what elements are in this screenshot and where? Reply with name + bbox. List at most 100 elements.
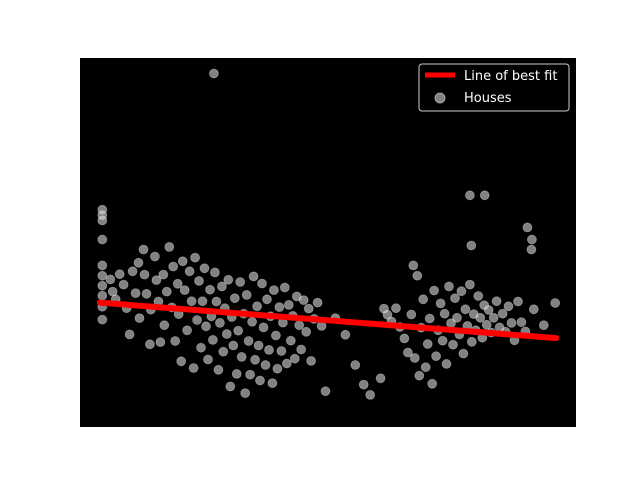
house-point-70 (218, 346, 229, 357)
house-point-34 (149, 251, 160, 262)
house-point-128 (375, 373, 386, 384)
legend-label-houses: Houses (464, 91, 512, 106)
house-point-78 (231, 368, 242, 379)
house-point-117 (303, 303, 314, 314)
legend-label-fit: Line of best fit (464, 69, 557, 84)
house-point-142 (420, 362, 431, 373)
house-point-41 (164, 241, 175, 252)
house-point-1 (464, 190, 475, 201)
house-point-139 (414, 370, 425, 381)
house-point-175 (491, 296, 502, 307)
house-point-79 (233, 325, 244, 336)
house-point-77 (229, 293, 240, 304)
house-point-171 (481, 319, 492, 330)
house-point-104 (276, 346, 287, 356)
house-point-10 (97, 215, 108, 226)
house-point-53 (188, 363, 199, 373)
house-point-72 (221, 329, 232, 339)
house-point-151 (439, 308, 450, 319)
house-point-120 (312, 297, 323, 308)
house-point-15 (97, 290, 108, 301)
house-point-12 (97, 260, 108, 271)
house-point-163 (464, 279, 475, 290)
house-point-0 (208, 68, 219, 79)
house-point-60 (201, 321, 211, 332)
house-point-18 (105, 274, 116, 285)
house-point-13 (97, 270, 108, 281)
house-point-107 (281, 358, 292, 369)
house-point-51 (184, 266, 195, 277)
house-point-174 (488, 312, 499, 323)
house-point-136 (406, 309, 417, 320)
house-point-116 (301, 326, 312, 337)
house-point-73 (223, 274, 234, 285)
house-point-54 (190, 252, 201, 263)
house-point-137 (409, 353, 420, 363)
house-point-65 (209, 267, 220, 278)
scatter-points (97, 68, 561, 400)
house-point-30 (139, 269, 150, 280)
fit-line-layer (96, 299, 560, 342)
house-point-164 (466, 336, 477, 347)
house-point-97 (264, 344, 274, 355)
house-point-31 (141, 288, 152, 299)
house-point-144 (424, 313, 435, 324)
house-point-29 (138, 244, 149, 255)
house-point-160 (458, 348, 469, 359)
house-point-85 (243, 336, 254, 346)
house-point-109 (285, 335, 296, 346)
house-point-55 (192, 315, 203, 325)
house-point-138 (412, 270, 423, 281)
house-point-106 (279, 282, 290, 293)
house-point-14 (97, 280, 108, 291)
house-point-11 (97, 234, 108, 245)
house-point-182 (513, 296, 523, 307)
house-point-118 (306, 355, 317, 366)
house-point-37 (155, 337, 166, 348)
house-point-96 (262, 294, 272, 305)
house-point-108 (283, 299, 294, 310)
house-point-167 (473, 291, 484, 301)
house-point-80 (235, 277, 246, 287)
house-point-58 (197, 296, 208, 307)
house-point-145 (427, 378, 438, 389)
house-point-84 (241, 289, 252, 300)
house-point-2 (479, 190, 490, 201)
house-point-87 (247, 316, 258, 327)
house-point-45 (172, 278, 183, 289)
house-point-103 (274, 302, 285, 313)
house-point-172 (483, 305, 494, 315)
house-point-47 (176, 356, 187, 367)
house-point-39 (159, 320, 170, 331)
house-point-62 (205, 284, 215, 295)
house-point-153 (444, 281, 454, 292)
house-point-48 (177, 256, 188, 267)
house-point-3 (522, 222, 533, 233)
house-point-32 (144, 339, 155, 350)
house-point-59 (199, 263, 210, 274)
house-point-28 (134, 313, 145, 324)
house-point-35 (151, 275, 162, 286)
house-point-89 (250, 354, 261, 365)
house-point-130 (382, 309, 393, 320)
house-point-88 (248, 271, 259, 282)
legend: Line of best fit Houses (418, 63, 570, 112)
house-point-114 (296, 344, 307, 355)
legend-point-swatch (434, 92, 446, 104)
legend-box (418, 63, 570, 112)
house-point-122 (320, 386, 331, 397)
house-point-86 (245, 369, 256, 380)
house-point-115 (298, 295, 309, 306)
house-point-38 (158, 269, 169, 280)
house-point-24 (124, 329, 135, 340)
house-point-183 (516, 317, 527, 328)
house-point-135 (402, 347, 413, 358)
house-point-156 (450, 293, 460, 304)
best-fit-line (96, 299, 560, 342)
house-point-159 (456, 286, 467, 297)
house-point-124 (340, 329, 351, 340)
house-point-43 (168, 261, 179, 272)
house-point-74 (225, 381, 236, 392)
house-point-90 (252, 301, 263, 312)
